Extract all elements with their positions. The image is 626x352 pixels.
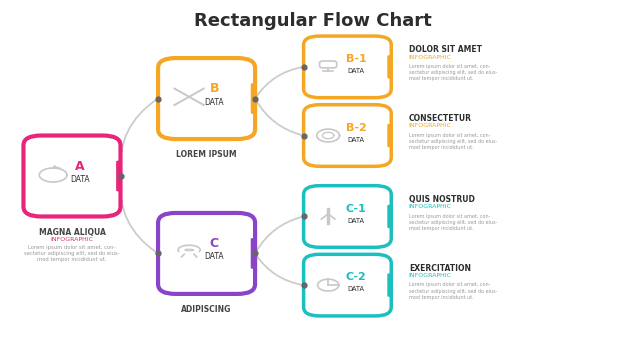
Text: DATA: DATA [70,175,90,184]
Text: Lorem ipsum dolor sit amet, con-
sectetur adipiscing elit, sed do eius-
mod temp: Lorem ipsum dolor sit amet, con- sectetu… [409,64,497,81]
Text: Lorem ipsum dolor sit amet, con-
sectetur adipiscing elit, sed do eius-
mod temp: Lorem ipsum dolor sit amet, con- sectetu… [409,133,497,150]
FancyBboxPatch shape [386,124,389,147]
Text: B-2: B-2 [346,123,367,133]
FancyBboxPatch shape [387,205,391,228]
FancyBboxPatch shape [158,213,255,294]
Text: INFOGRAPHIC: INFOGRAPHIC [409,204,452,209]
Text: DATA: DATA [205,98,224,107]
FancyBboxPatch shape [115,161,118,191]
FancyBboxPatch shape [158,58,255,139]
FancyBboxPatch shape [304,186,391,247]
Text: DATA: DATA [347,286,365,293]
Text: DATA: DATA [347,218,365,224]
FancyBboxPatch shape [116,161,120,191]
Text: B: B [210,82,219,95]
Text: DATA: DATA [347,68,365,74]
Text: C-2: C-2 [346,272,367,282]
Text: C-1: C-1 [346,204,367,214]
FancyBboxPatch shape [387,55,391,78]
Text: A: A [75,160,85,172]
FancyBboxPatch shape [24,136,120,216]
FancyBboxPatch shape [249,83,252,114]
FancyBboxPatch shape [386,205,389,228]
Text: MAGNA ALIQUA: MAGNA ALIQUA [39,228,105,237]
Text: LOREM IPSUM: LOREM IPSUM [177,150,237,159]
Text: B-1: B-1 [346,54,367,64]
FancyBboxPatch shape [304,254,391,316]
Text: QUIS NOSTRUD: QUIS NOSTRUD [409,195,475,204]
FancyBboxPatch shape [387,274,391,297]
FancyBboxPatch shape [249,238,252,269]
FancyBboxPatch shape [251,83,255,114]
FancyBboxPatch shape [304,105,391,166]
Text: Lorem ipsum dolor sit amet, con-
sectetur adipiscing elit, sed do eius-
mod temp: Lorem ipsum dolor sit amet, con- sectetu… [24,245,120,262]
Text: Rectangular Flow Chart: Rectangular Flow Chart [194,12,432,30]
FancyBboxPatch shape [304,36,391,98]
Text: Lorem ipsum dolor sit amet, con-
sectetur adipiscing elit, sed do eius-
mod temp: Lorem ipsum dolor sit amet, con- sectetu… [409,282,497,300]
FancyBboxPatch shape [386,274,389,297]
Text: INFOGRAPHIC: INFOGRAPHIC [409,55,452,59]
Text: INFOGRAPHIC: INFOGRAPHIC [51,237,93,242]
Text: INFOGRAPHIC: INFOGRAPHIC [409,273,452,278]
FancyBboxPatch shape [387,124,391,147]
Text: C: C [210,237,219,250]
Text: CONSECTETUR: CONSECTETUR [409,114,472,123]
FancyBboxPatch shape [251,238,255,269]
Text: EXERCITATION: EXERCITATION [409,264,471,273]
Text: ADIPISCING: ADIPISCING [182,305,232,314]
FancyBboxPatch shape [386,55,389,78]
Text: DATA: DATA [347,137,365,143]
Text: DATA: DATA [205,252,224,262]
Text: INFOGRAPHIC: INFOGRAPHIC [409,123,452,128]
Text: Lorem ipsum dolor sit amet, con-
sectetur adipiscing elit, sed do eius-
mod temp: Lorem ipsum dolor sit amet, con- sectetu… [409,214,497,231]
Text: DOLOR SIT AMET: DOLOR SIT AMET [409,45,482,55]
